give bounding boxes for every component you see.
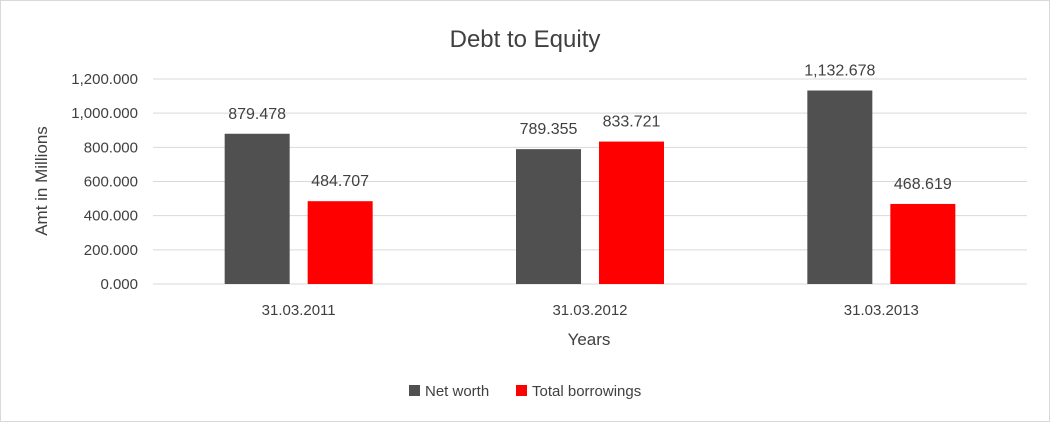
x-tick-label: 31.03.2012 — [552, 302, 627, 319]
legend: Net worth Total borrowings — [409, 383, 641, 400]
data-label: 833.721 — [603, 114, 661, 131]
y-tick-label: 400.000 — [84, 208, 138, 225]
bar — [224, 133, 290, 284]
bars — [224, 90, 956, 284]
x-tick-label: 31.03.2013 — [844, 302, 919, 319]
legend-label: Net worth — [425, 383, 489, 400]
data-label: 1,132.678 — [804, 63, 875, 80]
y-tick-label: 1,200.000 — [71, 71, 138, 88]
data-label: 468.619 — [894, 176, 952, 193]
data-label: 484.707 — [311, 173, 369, 190]
bar — [599, 141, 664, 284]
bar — [516, 149, 581, 284]
data-label: 789.355 — [520, 121, 578, 138]
bar — [890, 203, 956, 284]
data-labels: 879.478 484.707 789.355 833.721 1,132.678 468… — [228, 63, 952, 193]
data-label: 879.478 — [228, 106, 286, 123]
y-tick-label: 800.000 — [84, 139, 138, 156]
legend-swatch — [409, 385, 420, 396]
bar — [307, 201, 373, 284]
y-axis-title: Amt in Millions — [32, 126, 51, 236]
y-tick-label: 200.000 — [84, 242, 138, 259]
bar — [807, 90, 873, 284]
legend-label: Total borrowings — [532, 383, 641, 400]
legend-swatch — [516, 385, 527, 396]
y-axis-ticks: 0.000 200.000 400.000 600.000 800.000 1,000.0… — [71, 71, 138, 293]
chart-title: Debt to Equity — [450, 26, 601, 53]
x-axis-title: Years — [568, 330, 611, 349]
x-tick-label: 31.03.2011 — [262, 302, 336, 319]
y-tick-label: 600.000 — [84, 174, 138, 191]
gridlines — [153, 78, 1027, 285]
y-tick-label: 0.000 — [100, 276, 138, 293]
y-tick-label: 1,000.000 — [71, 105, 138, 122]
x-axis-ticks: 31.03.2011 31.03.2012 31.03.2013 — [262, 302, 919, 319]
